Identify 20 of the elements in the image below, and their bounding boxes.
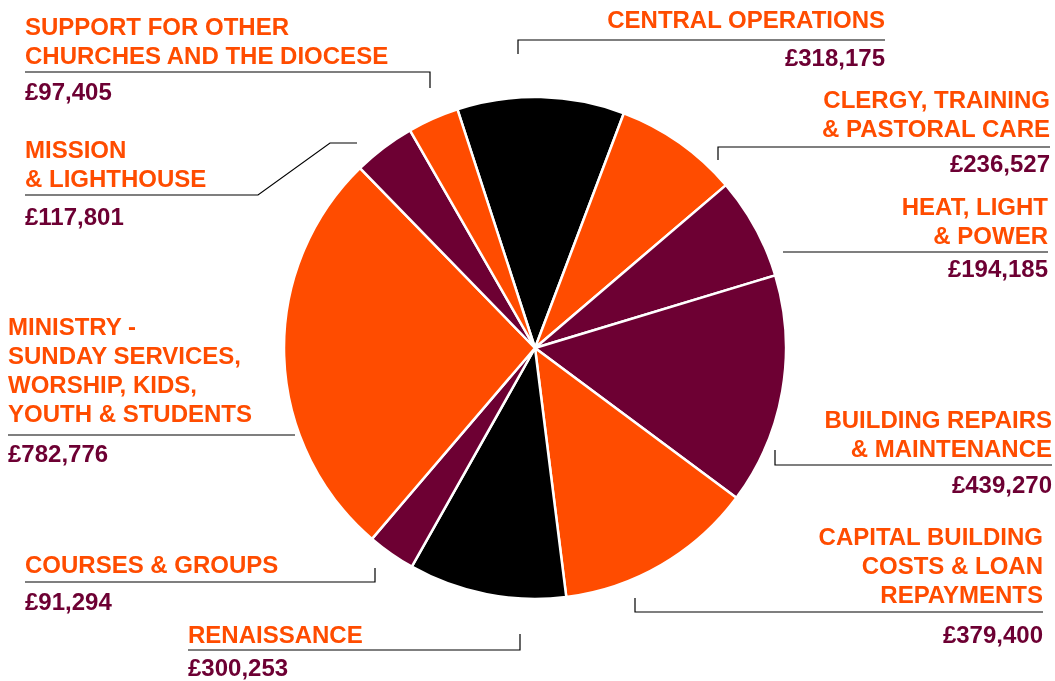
slice-label: CAPITAL BUILDING COSTS & LOAN REPAYMENTS — [818, 523, 1043, 608]
slice-label: HEAT, LIGHT & POWER — [901, 193, 1049, 249]
data-label: £782,776 — [8, 440, 109, 467]
slice-label: RENAISSANCE — [188, 621, 363, 648]
slice-label: CENTRAL OPERATIONS — [607, 6, 885, 33]
data-label: £236,527 — [949, 150, 1050, 177]
data-label: £194,185 — [947, 255, 1048, 282]
slice-label: SUPPORT FOR OTHER CHURCHES AND THE DIOCESE — [25, 13, 389, 69]
data-label: £318,175 — [784, 44, 885, 71]
slice-label: MISSION & LIGHTHOUSE — [25, 136, 207, 192]
data-label: £97,405 — [25, 78, 112, 105]
slice-label: COURSES & GROUPS — [25, 551, 279, 578]
data-label: £300,253 — [188, 654, 289, 681]
data-label: £117,801 — [25, 203, 124, 230]
slice-label: BUILDING REPAIRS & MAINTENANCE — [824, 406, 1052, 462]
data-label: £439,270 — [951, 471, 1052, 498]
slice-label: CLERGY, TRAINING & PASTORAL CARE — [821, 86, 1050, 142]
data-label: £379,400 — [942, 621, 1043, 648]
slice-label: MINISTRY - SUNDAY SERVICES, WORSHIP, KIDS, YOUTH & STUDENTS — [8, 313, 253, 427]
data-label: £91,294 — [25, 588, 113, 615]
